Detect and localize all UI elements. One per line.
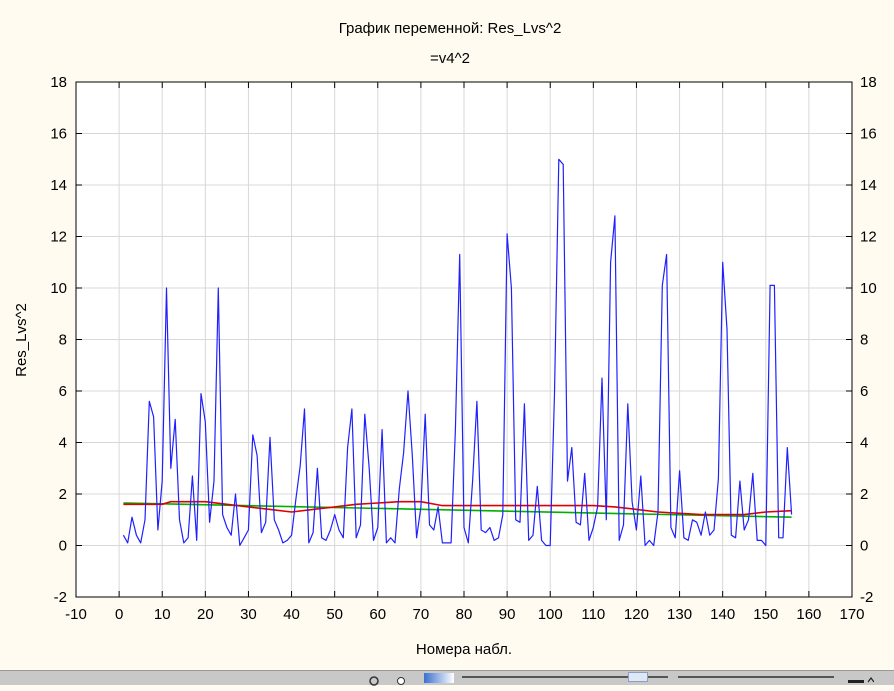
x-tick-label: 0: [115, 606, 123, 623]
x-tick-label: 70: [413, 606, 430, 623]
x-tick-label: 30: [240, 606, 257, 623]
y-tick-label-right: 14: [860, 177, 877, 194]
y-tick-label-left: -2: [54, 589, 67, 606]
y-tick-label-left: 18: [50, 74, 67, 91]
chevron-up-icon[interactable]: [848, 673, 875, 683]
x-tick-label: 150: [753, 606, 778, 623]
y-tick-label-left: 12: [50, 229, 67, 246]
y-tick-label-right: 0: [860, 538, 868, 555]
scroll-slider-track[interactable]: [678, 676, 834, 678]
x-tick-label: 20: [197, 606, 214, 623]
y-tick-label-left: 4: [59, 435, 67, 452]
y-axis-label: Res_Lvs^2: [13, 303, 30, 377]
chart-subtitle: =v4^2: [430, 50, 470, 67]
x-tick-label: 110: [581, 606, 605, 623]
x-tick-label: 40: [283, 606, 300, 623]
status-toolbar: [0, 670, 894, 686]
y-tick-label-right: 4: [860, 435, 868, 452]
x-tick-label: 100: [538, 606, 563, 623]
y-tick-label-right: 16: [860, 126, 877, 143]
y-tick-label-left: 16: [50, 126, 67, 143]
x-tick-label: 10: [154, 606, 171, 623]
y-tick-label-right: 10: [860, 280, 877, 297]
y-tick-label-right: 6: [860, 383, 868, 400]
color-swatch-icon[interactable]: [424, 673, 454, 683]
y-tick-label-left: 0: [59, 538, 67, 555]
x-tick-label: 80: [456, 606, 473, 623]
y-tick-label-right: 12: [860, 229, 877, 246]
y-tick-label-left: 2: [59, 486, 67, 503]
x-tick-label: 120: [624, 606, 649, 623]
x-tick-label: 170: [839, 606, 864, 623]
series-line-1: [123, 500, 792, 516]
y-tick-label-left: 6: [59, 383, 67, 400]
x-tick-label: 130: [667, 606, 692, 623]
zoom-slider-track[interactable]: [462, 676, 668, 678]
series-lines: [122, 158, 793, 547]
chart-plot: График переменной: Res_Lvs^2 =v4^2 -10 0 1…: [13, 20, 877, 658]
x-tick-label: 140: [710, 606, 735, 623]
y-tick-label-left: 8: [59, 332, 67, 349]
y-tick-label-left: 14: [50, 177, 67, 194]
y-tick-label-right: 18: [860, 74, 877, 91]
chart-title: График переменной: Res_Lvs^2: [339, 20, 562, 37]
y-tick-label-right: 8: [860, 332, 868, 349]
x-axis-label: Номера набл.: [416, 641, 512, 658]
zoom-slider-knob[interactable]: [628, 672, 648, 682]
x-tick-label: 90: [499, 606, 516, 623]
axis-ticks: -10 0 10 20 30 40 50 60 70 80 90 100 110 120 130 140 150…: [50, 74, 876, 623]
y-tick-label-right: 2: [860, 486, 868, 503]
x-tick-label: -10: [65, 606, 87, 623]
y-tick-label-left: 10: [50, 280, 67, 297]
move-icon[interactable]: [368, 673, 380, 686]
x-tick-label: 60: [369, 606, 386, 623]
x-tick-label: 50: [326, 606, 343, 623]
y-tick-label-right: -2: [860, 589, 873, 606]
zoom-icon[interactable]: [396, 673, 408, 685]
series-line-0: [122, 158, 793, 547]
x-tick-label: 160: [796, 606, 821, 623]
